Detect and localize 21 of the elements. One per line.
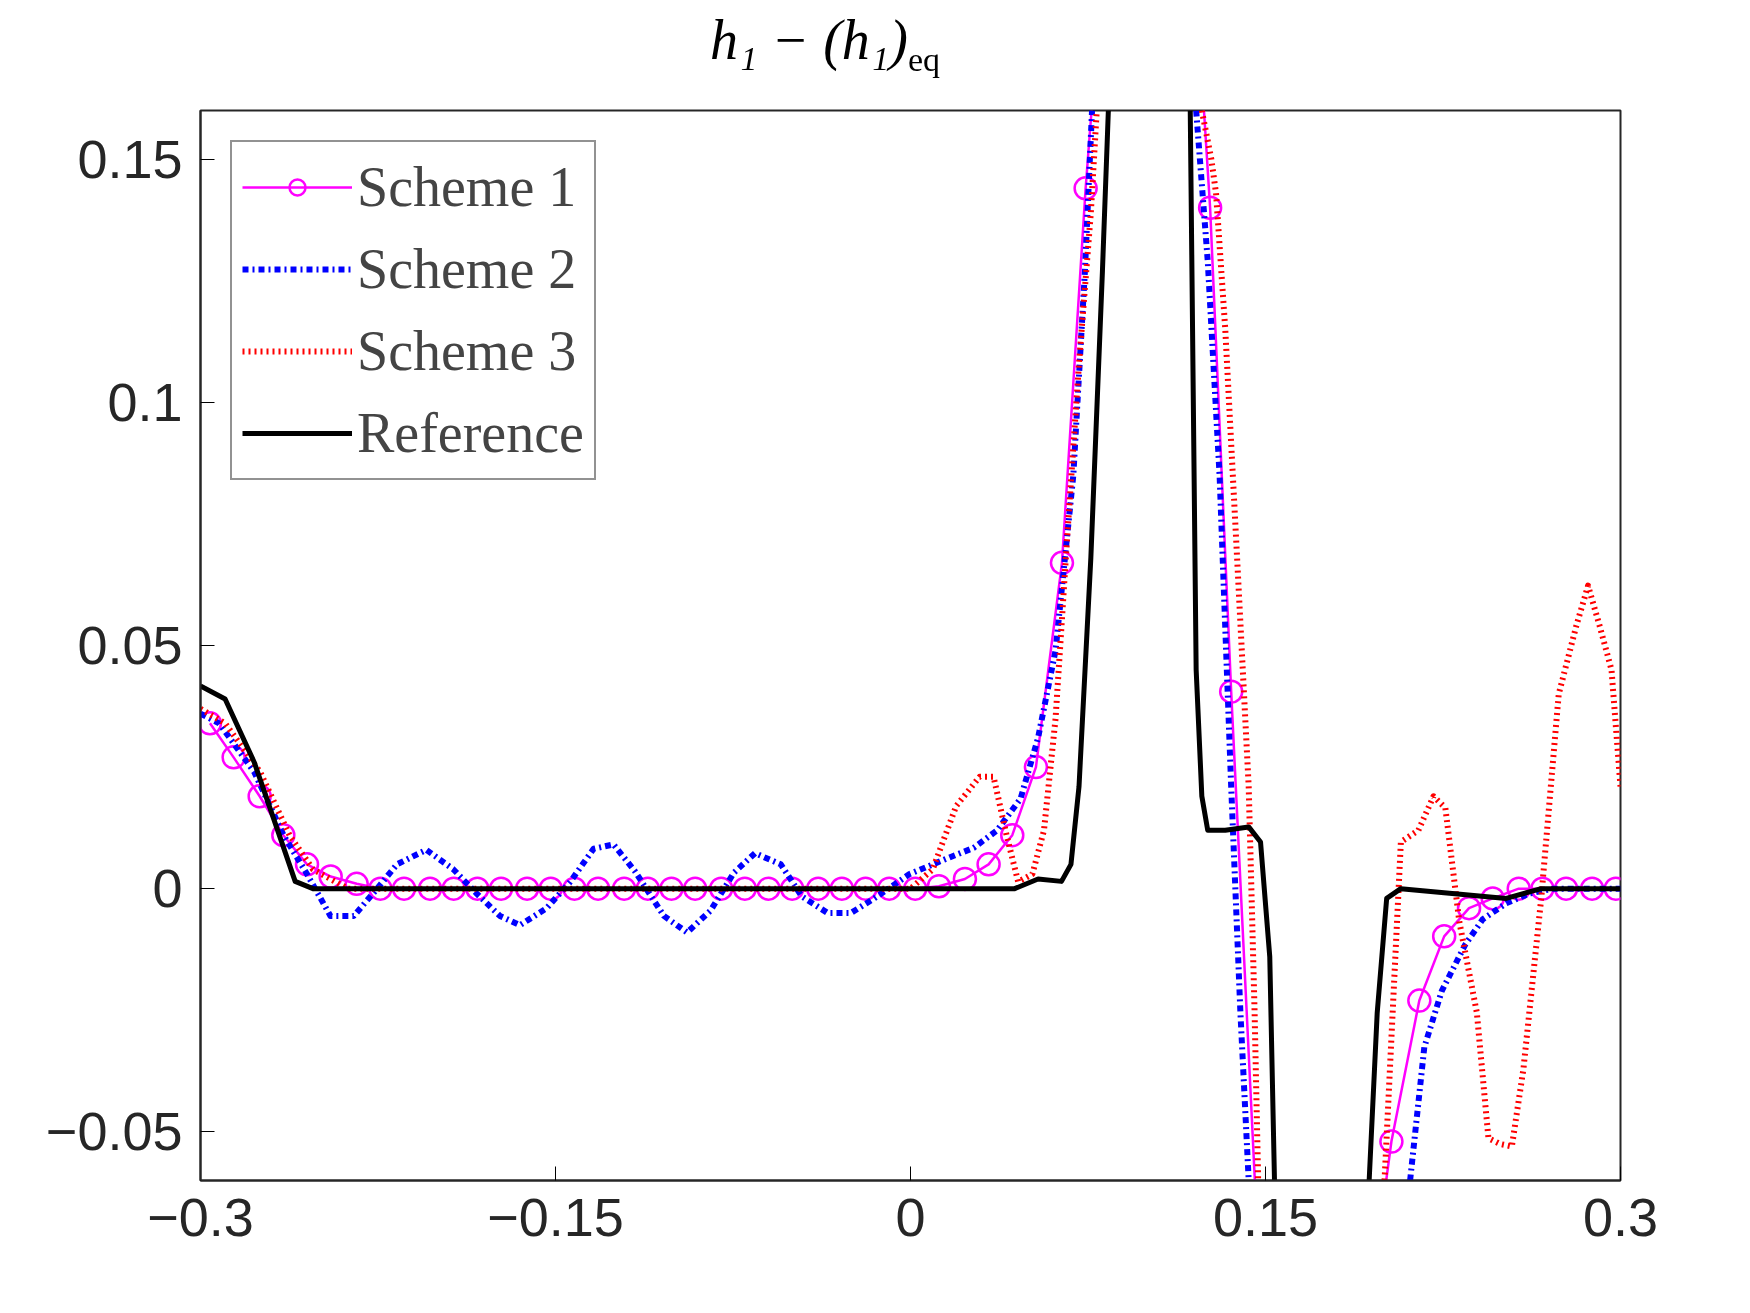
chart-title: h₁ − (h₁)$_{eq}$ <box>708 8 942 81</box>
point <box>1000 822 1025 848</box>
y-tick-label: 0.15 <box>77 128 183 189</box>
x-tick-label: 0.15 <box>1212 1186 1319 1247</box>
y-tick-label: 0.05 <box>77 615 183 675</box>
point <box>1407 988 1432 1013</box>
point <box>1431 924 1457 949</box>
legend-label: Scheme 2 <box>357 237 577 302</box>
point <box>1023 754 1049 780</box>
y-tick-label: −0.05 <box>45 1101 183 1162</box>
x-tick-label: 0.3 <box>1582 1186 1659 1247</box>
y-tick-label: 0 <box>152 858 183 919</box>
legend-label: Scheme 3 <box>357 319 577 384</box>
x-tick-label: −0.3 <box>147 1186 254 1247</box>
point <box>1379 1129 1404 1154</box>
point <box>976 852 1001 877</box>
x-tick-label: 0 <box>895 1186 926 1247</box>
y-tick-label: 0.1 <box>107 371 183 432</box>
x-tick-label: −0.15 <box>487 1186 624 1247</box>
legend-label: Scheme 1 <box>357 155 577 220</box>
legend-label: Reference <box>357 401 584 466</box>
